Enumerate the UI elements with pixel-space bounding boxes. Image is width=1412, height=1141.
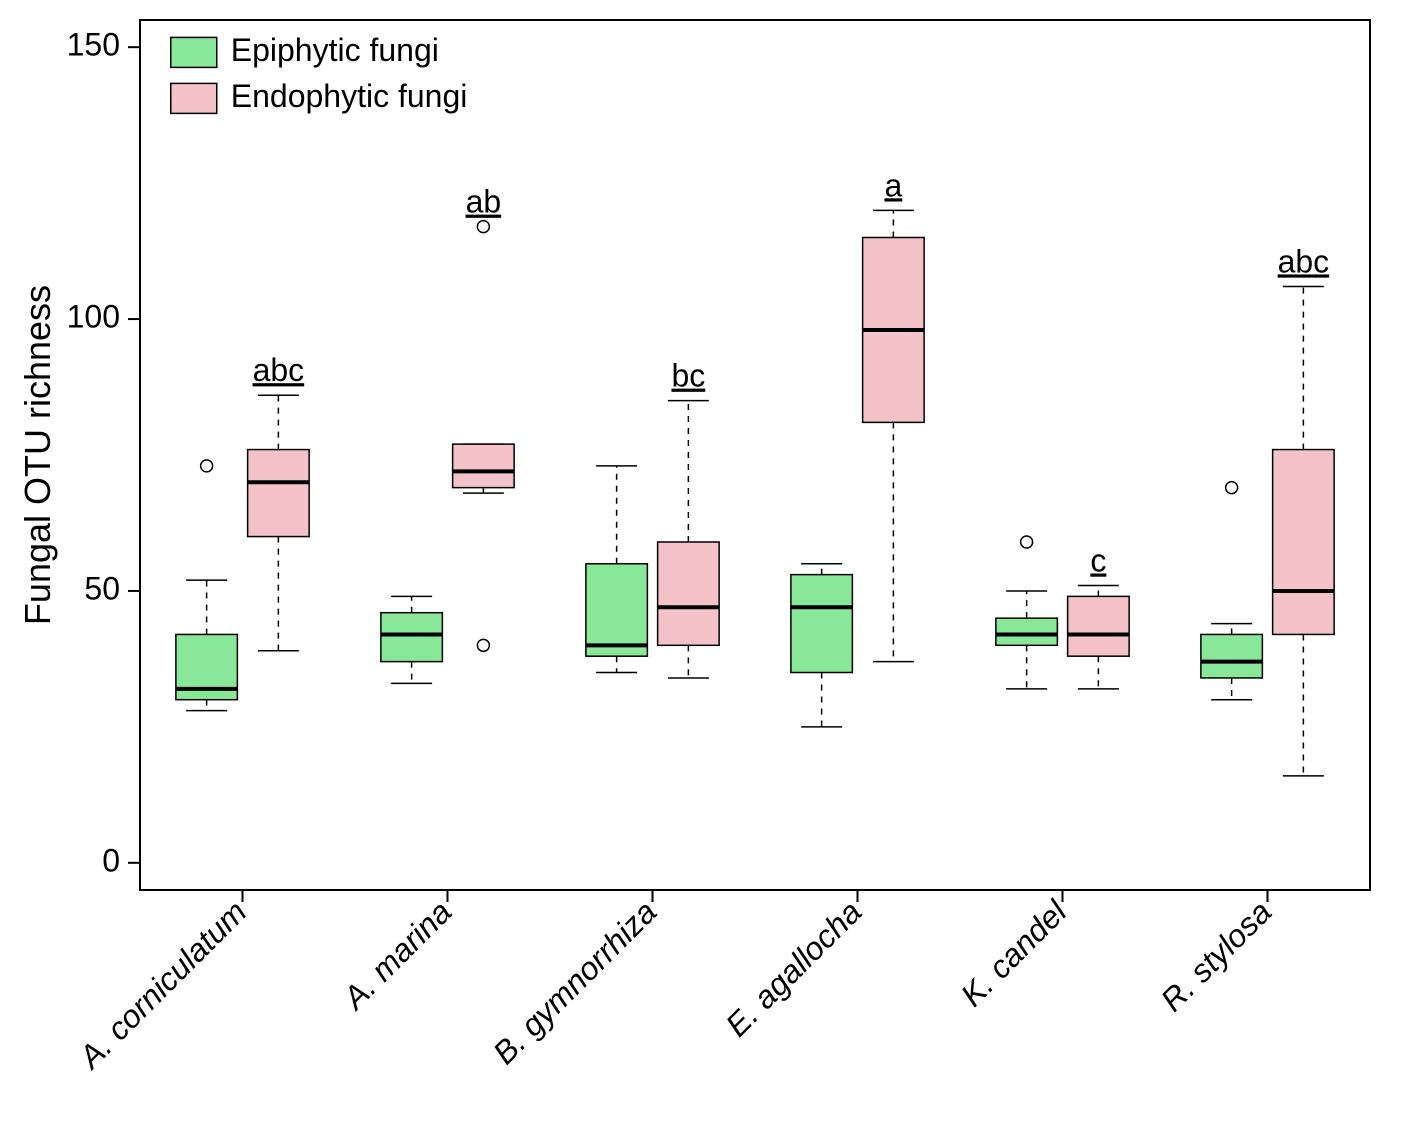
y-tick-label: 100 [67, 299, 120, 335]
x-tick-label: K. candel [954, 893, 1074, 1013]
chart-svg: 0 50 100 150 Fungal OTU richness A. cornicula… [0, 0, 1412, 1141]
x-tick-label: E. agallocha [718, 893, 868, 1043]
x-tick-label: R. stylosa [1154, 893, 1279, 1018]
significance-label: abc [253, 352, 305, 388]
x-tick-label: A. corniculatum [71, 893, 254, 1076]
boxplot-chart: 0 50 100 150 Fungal OTU richness A. cornicula… [0, 0, 1412, 1141]
y-tick-label: 0 [102, 842, 120, 878]
y-tick-label: 50 [84, 570, 120, 606]
significance-label: c [1090, 543, 1106, 579]
significance-label: bc [671, 358, 705, 394]
significance-label: abc [1278, 243, 1330, 279]
significance-label: a [884, 167, 902, 203]
y-axis-label: Fungal OTU richness [17, 285, 58, 625]
legend-label: Epiphytic fungi [231, 32, 439, 68]
x-tick-label: B. gymnorrhiza [486, 893, 664, 1071]
legend-label: Endophytic fungi [231, 78, 468, 114]
significance-label: ab [466, 184, 502, 220]
x-tick-label: A. marina [335, 893, 459, 1017]
y-tick-label: 150 [67, 27, 120, 63]
